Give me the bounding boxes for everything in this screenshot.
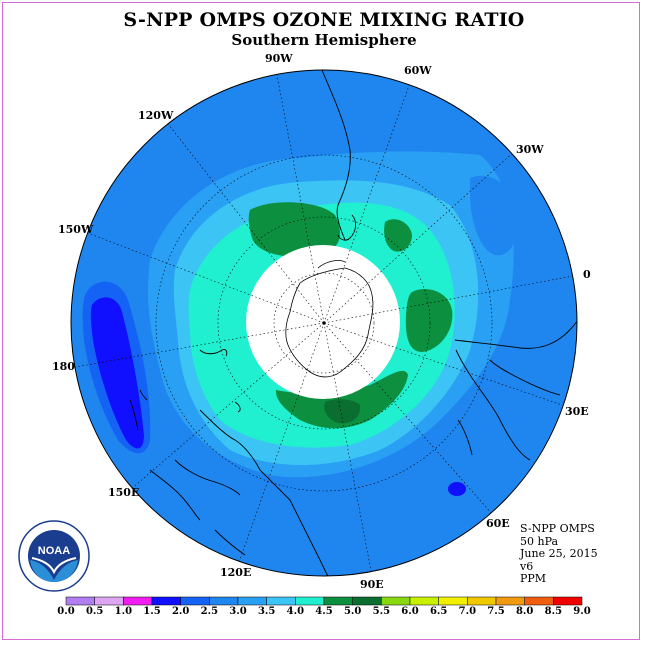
- colorbar-tick-label: 2.5: [200, 606, 219, 617]
- contour-4-5-region-west: [248, 202, 340, 257]
- colorbar-swatch: [438, 596, 468, 606]
- colorbar-tick-label: 1.5: [143, 606, 161, 617]
- contour-4-5-region-north: [384, 219, 412, 252]
- lon-label-120e: 120E: [220, 566, 252, 579]
- colorbar-tick-label: 0.5: [85, 606, 104, 617]
- lon-label-120w: 120W: [138, 109, 174, 122]
- colorbar-tick-label: 7.0: [458, 606, 477, 617]
- info-version: v6: [520, 559, 534, 573]
- lon-label-0: 0: [583, 268, 591, 281]
- colorbar-swatch: [151, 596, 181, 606]
- noaa-logo-text: NOAA: [38, 545, 70, 557]
- info-block: S-NPP OMPS 50 hPa June 25, 2015 v6 PPM: [520, 522, 598, 586]
- colorbar-tick-label: 8.5: [544, 606, 563, 617]
- info-level: 50 hPa: [520, 534, 559, 548]
- map-title: S-NPP OMPS OZONE MIXING RATIO: [123, 9, 525, 31]
- contour-5-0-region: [324, 399, 361, 424]
- lon-label-60e: 60E: [486, 517, 510, 530]
- contour-2-0-pocket-east: [470, 175, 519, 256]
- lon-label-150w: 150W: [58, 223, 94, 236]
- colorbar-swatch: [65, 596, 95, 606]
- map-boundary: [70, 69, 578, 577]
- figure-frame: [2, 2, 640, 640]
- south-pole-marker: [322, 321, 326, 325]
- colorbar-tick-label: 4.0: [286, 606, 305, 617]
- contour-1-5-pocket: [448, 482, 466, 496]
- colorbar-swatch: [352, 596, 382, 606]
- info-instrument: S-NPP OMPS: [520, 522, 595, 535]
- colorbar-swatch: [495, 596, 525, 606]
- info-date: June 25, 2015: [520, 547, 598, 560]
- colorbar-swatch: [524, 596, 554, 606]
- colorbar-swatch: [123, 596, 153, 606]
- lon-label-30e: 30E: [565, 405, 589, 418]
- colorbar-swatch: [94, 596, 124, 606]
- colorbar-tick-label: 5.5: [372, 606, 391, 617]
- colorbar-swatch: [180, 596, 210, 606]
- map-subtitle: Southern Hemisphere: [231, 31, 417, 49]
- colorbar-swatch: [381, 596, 411, 606]
- colorbar-swatch: [266, 596, 296, 606]
- colorbar-swatch: [467, 596, 497, 606]
- colorbar-swatch: [237, 596, 267, 606]
- colorbar-tick-label: 6.0: [401, 606, 419, 617]
- lon-label-30w: 30W: [516, 143, 544, 156]
- lon-label-150e: 150E: [108, 486, 140, 499]
- colorbar-tick-label: 3.0: [229, 606, 247, 617]
- colorbar-tick-label: 8.0: [515, 606, 534, 617]
- colorbar-swatch: [295, 596, 325, 606]
- colorbar-swatch: [409, 596, 439, 606]
- lon-label-60w: 60W: [404, 64, 432, 77]
- lon-label-180: 180: [52, 360, 75, 373]
- colorbar-tick-label: 3.5: [257, 606, 276, 617]
- colorbar-tick-label: 9.0: [573, 606, 591, 617]
- lon-label-90w: 90W: [265, 52, 293, 65]
- colorbar-tick-label: 7.5: [487, 606, 505, 617]
- colorbar-swatch: [209, 596, 239, 606]
- colorbar-tick-label: 2.0: [171, 606, 190, 617]
- graticule: [71, 70, 577, 576]
- coastlines: [129, 70, 577, 576]
- colorbar-swatch: [553, 596, 583, 606]
- lon-label-90e: 90E: [360, 578, 384, 591]
- colorbar-tick-label: 4.5: [315, 606, 333, 617]
- contour-4-5-region-east: [405, 289, 453, 352]
- colorbar-tick-label: 5.0: [343, 606, 362, 617]
- info-units: PPM: [520, 572, 547, 585]
- noaa-logo: NOAA: [18, 520, 90, 592]
- colorbar-tick-label: 0.0: [57, 606, 75, 617]
- colorbar-swatch: [323, 596, 353, 606]
- contour-1-5-region: [90, 297, 144, 449]
- colorbar-tick-label: 6.5: [429, 606, 448, 617]
- antarctica-coastline: [285, 260, 374, 378]
- colorbar-tick-label: 1.0: [114, 606, 133, 617]
- ozone-field: [71, 70, 577, 576]
